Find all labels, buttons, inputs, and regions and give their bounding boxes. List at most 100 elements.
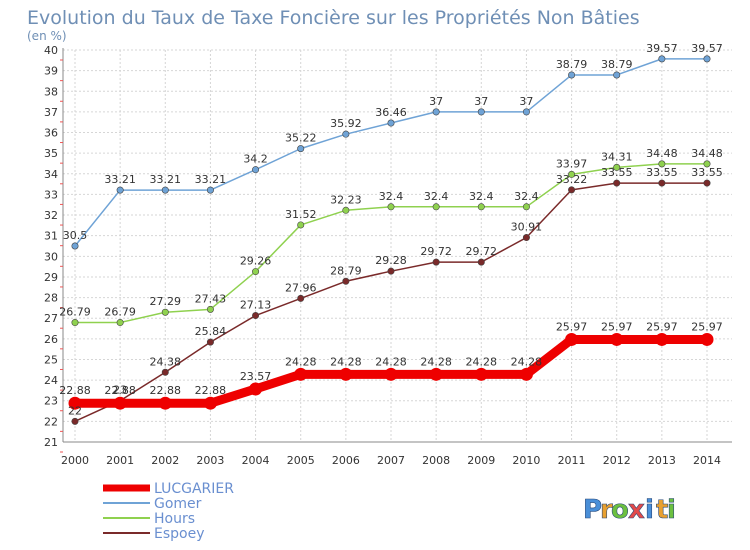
data-label-lucgarier: 25.97 [601,320,633,333]
data-point-gomer [206,186,214,194]
y-tick-label: 21 [44,436,58,449]
x-tick-label: 2001 [106,454,134,467]
data-point-hours [297,221,305,229]
data-point-lucgarier [610,332,624,346]
x-tick-label: 2003 [196,454,224,467]
legend-label-espoey: Espoey [154,526,205,542]
data-label-espoey: 33.55 [691,166,723,179]
data-label-lucgarier: 25.97 [691,320,723,333]
data-point-hours [703,160,711,168]
y-tick-label: 39 [44,65,58,78]
data-point-lucgarier [339,367,353,381]
data-point-espoey [432,258,440,266]
data-label-hours: 32.4 [379,190,404,203]
data-label-hours: 34.31 [601,150,633,163]
data-point-gomer [477,108,485,116]
x-tick-label: 2010 [512,454,540,467]
data-label-hours: 32.23 [330,193,362,206]
data-point-gomer [522,108,530,116]
data-label-lucgarier: 24.28 [330,355,362,368]
data-label-lucgarier: 25.97 [556,320,588,333]
x-tick-label: 2009 [467,454,495,467]
data-label-lucgarier: 22.88 [150,384,182,397]
chart-subtitle: (en %) [27,29,67,43]
data-label-espoey: 30.91 [511,221,543,234]
data-label-espoey: 27.96 [285,281,317,294]
x-tick-label: 2005 [287,454,315,467]
data-label-lucgarier: 24.28 [511,355,543,368]
data-label-hours: 32.4 [424,190,449,203]
data-point-lucgarier [249,382,263,396]
data-label-lucgarier: 25.97 [646,320,678,333]
data-point-gomer [252,166,260,174]
data-label-espoey: 28.79 [330,264,362,277]
data-label-gomer: 38.79 [556,58,588,71]
data-point-hours [116,319,124,327]
data-label-lucgarier: 23.57 [240,370,272,383]
data-label-espoey: 33.55 [646,166,678,179]
y-tick-label: 34 [44,168,58,181]
data-label-lucgarier: 22.88 [59,384,91,397]
data-label-gomer: 37 [429,95,443,108]
data-point-lucgarier [158,396,172,410]
logo-letter: i [667,495,676,525]
data-point-espoey [161,368,169,376]
chart-title: Evolution du Taux de Taxe Foncière sur l… [27,7,640,29]
data-label-lucgarier: 22.88 [195,384,227,397]
x-tick-label: 2014 [693,454,721,467]
data-point-espoey [387,267,395,275]
data-label-lucgarier: 22.88 [104,384,136,397]
data-label-espoey: 29.72 [466,245,498,258]
data-point-gomer [387,119,395,127]
data-point-hours [252,268,260,276]
data-point-hours [613,163,621,171]
data-point-lucgarier [203,396,217,410]
y-tick-label: 25 [44,353,58,366]
y-tick-label: 27 [44,312,58,325]
data-point-hours [432,203,440,211]
data-point-gomer [71,242,79,250]
x-tick-label: 2008 [422,454,450,467]
data-point-hours [658,160,666,168]
x-tick-label: 2012 [603,454,631,467]
data-label-gomer: 38.79 [601,58,633,71]
data-label-espoey: 24.38 [150,355,182,368]
data-point-gomer [568,71,576,79]
logo-letter: P [583,495,602,525]
data-label-gomer: 34.2 [243,153,268,166]
data-label-lucgarier: 24.28 [375,355,407,368]
y-tick-label: 33 [44,188,58,201]
data-label-hours: 31.52 [285,208,317,221]
data-point-espoey [252,312,260,320]
legend-label-lucgarier: LUCGARIER [154,481,234,497]
data-point-lucgarier [68,396,82,410]
logo-letter: o [611,495,629,525]
data-label-espoey: 29.28 [375,254,407,267]
data-label-hours: 29.26 [240,255,272,268]
y-tick-label: 24 [44,374,58,387]
data-point-lucgarier [700,332,714,346]
legend-label-hours: Hours [154,511,195,527]
data-point-gomer [116,186,124,194]
data-label-gomer: 39.57 [691,42,723,55]
x-tick-label: 2004 [242,454,270,467]
y-tick-label: 29 [44,271,58,284]
data-point-gomer [297,145,305,153]
data-label-gomer: 35.92 [330,117,362,130]
data-label-gomer: 37 [519,95,533,108]
data-label-hours: 27.43 [195,292,227,305]
data-label-gomer: 33.21 [150,173,182,186]
data-point-espoey [206,338,214,346]
data-point-hours [342,206,350,214]
data-label-gomer: 33.21 [104,173,136,186]
y-tick-label: 36 [44,127,58,140]
x-tick-label: 2007 [377,454,405,467]
y-tick-label: 32 [44,209,58,222]
data-label-espoey: 23 [113,384,127,397]
y-tick-label: 37 [44,106,58,119]
y-tick-label: 26 [44,333,58,346]
data-point-lucgarier [429,367,443,381]
